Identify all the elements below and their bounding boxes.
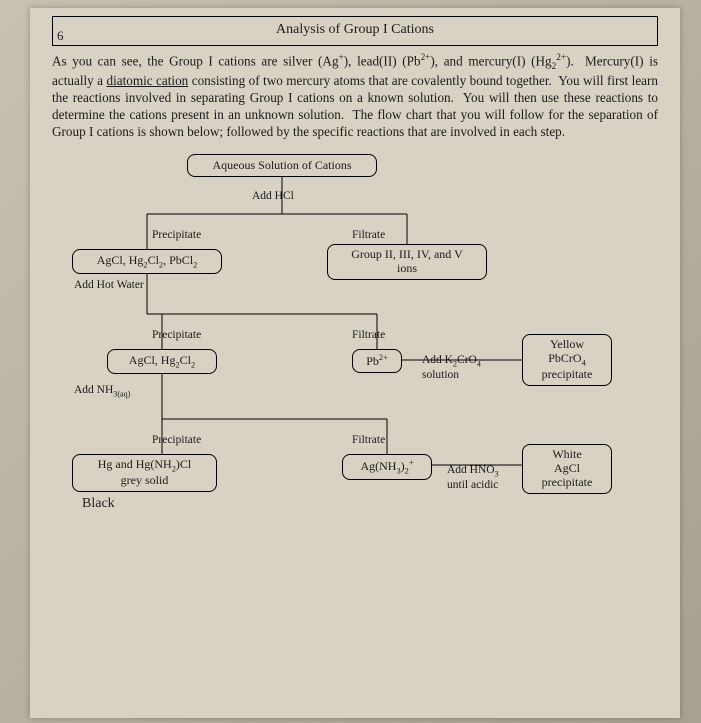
page-title: Analysis of Group I Cations [53,17,657,38]
handwritten-annotation: Black [82,496,115,512]
flow-node-f2: Pb2+ [352,349,402,373]
flowchart-connectors [52,154,658,624]
flow-label-filt2: Filtrate [352,329,385,341]
flow-label-add_hot: Add Hot Water [74,279,144,291]
flow-node-f1: Group II, III, IV, and Vions [327,244,487,280]
flow-label-add_k2cro4: Add K2CrO4solution [422,354,481,380]
flow-label-add_hno3: Add HNO3until acidic [447,464,499,490]
flow-label-add_nh3: Add NH3(aq) [74,384,130,398]
flow-label-filt1: Filtrate [352,229,385,241]
flow-label-add_hcl: Add HCl [252,190,294,202]
title-box: 6 Analysis of Group I Cations [52,16,658,46]
flow-label-precip3: Precipitate [152,434,201,446]
flow-label-precip1: Precipitate [152,229,201,241]
flow-node-r3: WhiteAgClprecipitate [522,444,612,493]
intro-paragraph: As you can see, the Group I cations are … [52,52,658,140]
flowchart-region: Black Aqueous Solution of Cations AgCl, H… [52,154,658,624]
flow-node-p2: AgCl, Hg2Cl2 [107,349,217,373]
flow-label-precip2: Precipitate [152,329,201,341]
flow-node-p1: AgCl, Hg2Cl2, PbCl2 [72,249,222,273]
flow-label-filt3: Filtrate [352,434,385,446]
flow-node-p3: Hg and Hg(NH2)Clgrey solid [72,454,217,492]
page-number: 6 [57,28,64,44]
flow-node-root: Aqueous Solution of Cations [187,154,377,177]
flow-node-f3: Ag(NH3)2+ [342,454,432,479]
flow-node-r2: YellowPbCrO4precipitate [522,334,612,386]
page-sheet: 6 Analysis of Group I Cations As you can… [30,8,680,718]
